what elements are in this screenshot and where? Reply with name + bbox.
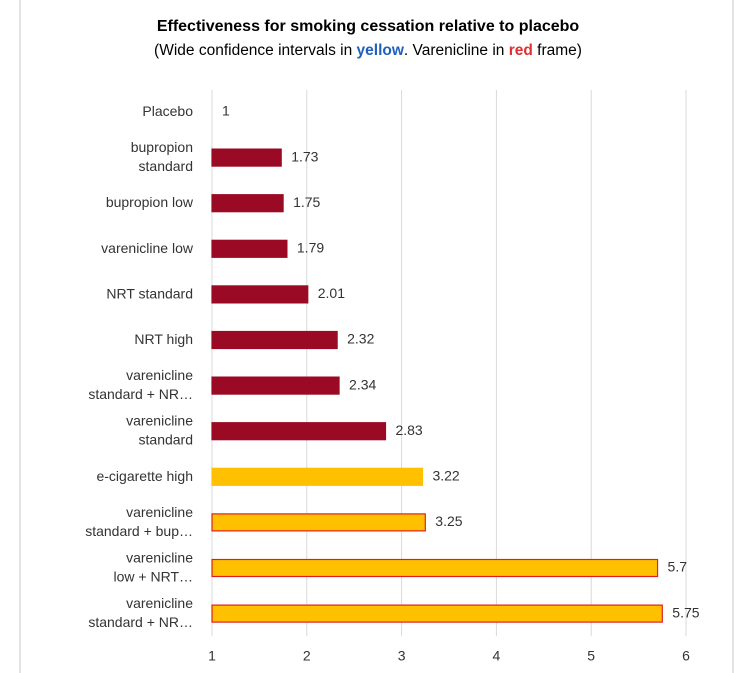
value-label: 2.32: [347, 331, 374, 347]
y-tick-line: varenicline: [126, 595, 193, 611]
x-tick-label: 5: [587, 648, 595, 664]
bar: [211, 285, 309, 304]
y-tick-line: NRT standard: [106, 285, 193, 301]
value-label: 5.7: [668, 559, 688, 575]
y-tick-line: bupropion low: [106, 194, 194, 210]
y-tick-label: varenicline standard + bup…: [85, 504, 193, 539]
bar: [211, 239, 288, 258]
y-tick-line: NRT high: [134, 331, 193, 347]
bar: [211, 422, 387, 441]
y-tick-line: standard: [139, 431, 193, 447]
value-label: 1.75: [293, 194, 320, 210]
bar: [211, 330, 338, 350]
y-tick-label: Placebo: [142, 103, 193, 119]
bar: [211, 467, 424, 486]
y-tick-label: varenicline standard + NR…: [88, 367, 193, 402]
y-tick-line: e-cigarette high: [96, 468, 193, 484]
x-tick-label: 1: [208, 648, 216, 664]
y-tick-label: NRT standard: [106, 285, 193, 301]
value-label: 5.75: [672, 604, 699, 620]
subtitle-part: (Wide confidence intervals in: [154, 42, 356, 59]
y-tick-line: low + NRT…: [114, 568, 193, 584]
value-label: 2.01: [318, 285, 345, 301]
value-label: 1.79: [297, 240, 324, 256]
x-tick-label: 3: [398, 648, 406, 664]
y-tick-line: bupropion: [131, 139, 193, 155]
bar: [211, 604, 663, 623]
chart-title: Effectiveness for smoking cessation rela…: [157, 18, 580, 35]
subtitle-part: . Varenicline in: [404, 42, 509, 59]
y-tick-line: varenicline: [126, 412, 193, 428]
y-tick-label: bupropion standard: [131, 139, 193, 174]
x-tick-label: 4: [493, 648, 501, 664]
value-label: 3.25: [435, 513, 462, 529]
bar: [211, 376, 340, 395]
y-tick-line: varenicline: [126, 367, 193, 383]
value-label: 1.73: [291, 148, 318, 164]
y-tick-line: standard + NR…: [88, 614, 193, 630]
y-tick-line: Placebo: [142, 103, 193, 119]
y-tick-line: standard + NR…: [88, 386, 193, 402]
chart-subtitle: (Wide confidence intervals in yellow. Va…: [154, 42, 582, 59]
y-tick-line: varenicline low: [101, 240, 194, 256]
x-tick-label: 6: [682, 648, 690, 664]
frame: [19, 0, 734, 673]
subtitle-part: red: [509, 42, 533, 59]
value-label: 2.34: [349, 376, 376, 392]
bar: [211, 558, 659, 578]
value-label: 1: [222, 103, 230, 119]
y-tick-label: varenicline standard: [126, 412, 193, 447]
bar: [211, 194, 284, 213]
bar: [211, 513, 426, 532]
y-tick-label: varenicline low: [101, 240, 194, 256]
y-tick-line: varenicline: [126, 549, 193, 565]
y-tick-label: varenicline standard + NR…: [88, 595, 193, 630]
y-tick-label: e-cigarette high: [96, 468, 193, 484]
value-label: 3.22: [432, 468, 459, 484]
y-tick-line: varenicline: [126, 504, 193, 520]
bar: [211, 148, 282, 167]
y-tick-line: standard: [139, 158, 193, 174]
subtitle-part: frame): [533, 42, 582, 59]
y-tick-line: standard + bup…: [85, 523, 193, 539]
x-tick-label: 2: [303, 648, 311, 664]
y-tick-label: NRT high: [134, 331, 193, 347]
subtitle-part: yellow: [357, 42, 405, 59]
y-tick-label: varenicline low + NRT…: [114, 549, 194, 584]
y-tick-label: bupropion low: [106, 194, 194, 210]
value-label: 2.83: [395, 422, 422, 438]
